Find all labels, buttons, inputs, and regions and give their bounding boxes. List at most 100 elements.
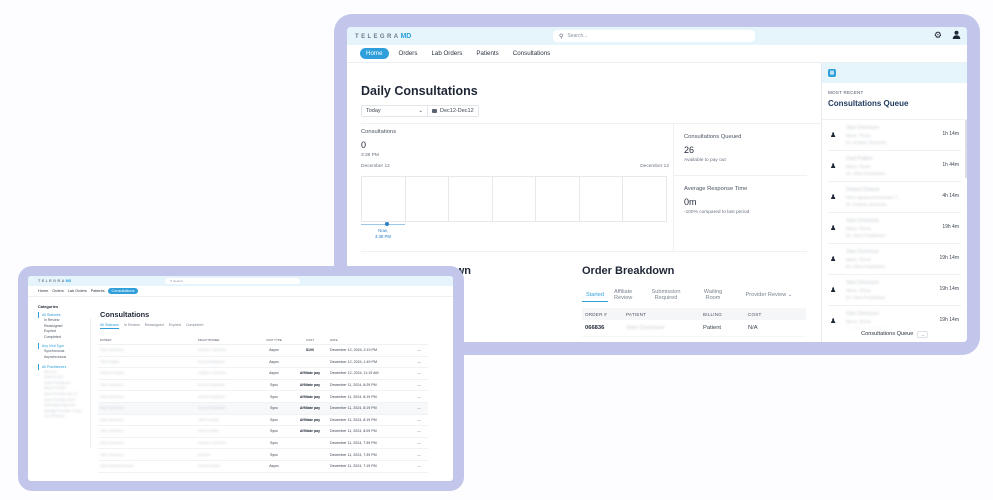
tab-completed[interactable]: Completed — [185, 323, 204, 327]
filter-in-review[interactable]: In Review — [44, 318, 60, 322]
tab-all-statuses[interactable]: All Statuses — [100, 323, 119, 329]
view-queue-link[interactable]: Consultations Queue → — [822, 326, 967, 342]
more-icon[interactable]: — — [417, 452, 421, 457]
table-row[interactable]: Stan Dorrisson Lilla Provider Sync Affiliat… — [98, 426, 428, 438]
table-row[interactable]: Stan Dorrisson Kristine Clements Async $100… — [98, 345, 428, 357]
tab-affiliate-review[interactable]: Affiliate Review — [614, 288, 633, 302]
user-icon[interactable] — [952, 30, 961, 41]
filter-practitioner[interactable]: Alma Provider — [44, 386, 66, 391]
nav-lab-orders[interactable]: Lab Orders — [67, 289, 87, 293]
more-icon[interactable]: — — [417, 464, 421, 469]
nav-orders[interactable]: Orders — [398, 50, 418, 57]
person-icon: ♟ — [830, 256, 837, 263]
consultations-chart-card: Consultations 0 3:38 PM December 12 Dece… — [361, 129, 669, 249]
consultations-chart[interactable] — [361, 176, 667, 222]
nav-home[interactable]: Home — [360, 48, 389, 59]
tab-in-review[interactable]: In Review — [123, 323, 140, 327]
filter-completed[interactable]: Completed — [44, 334, 61, 339]
tab-provider-review-dropdown[interactable]: Provider Review ⌄ — [745, 291, 793, 298]
page-title: Daily Consultations — [361, 84, 478, 98]
table-row[interactable]: Stan Dorrisson Lilla Provider Sync Affiliat… — [98, 415, 428, 427]
filter-expired[interactable]: Expired — [44, 329, 56, 334]
filter-practitioner[interactable]: Manage Provider Group — [44, 408, 82, 413]
filter-all-statuses[interactable]: All Statuses — [38, 312, 90, 318]
more-icon[interactable]: — — [417, 394, 421, 399]
tab-started[interactable]: Started — [582, 292, 608, 302]
nav-consultations[interactable]: Consultations — [108, 288, 138, 294]
more-icon[interactable]: — — [417, 348, 421, 353]
queue-item[interactable]: ♟ Stan Dorrisson Mens, Tirzea Dr. Alma P… — [828, 213, 961, 244]
nav-consultations[interactable]: Consultations — [512, 50, 551, 57]
categories-sidebar: Categories All Statuses In Review Reassi… — [38, 304, 90, 481]
filter-all-practitioners[interactable]: All Practitioners — [38, 363, 90, 370]
tab-waiting-room[interactable]: Waiting Room — [703, 288, 723, 302]
range-select[interactable]: Today ⌄ — [362, 106, 428, 116]
queue-list: ♟ Stan Dorrisson Mens, Tirzea Dr. Kristi… — [822, 120, 967, 337]
nav-orders[interactable]: Orders — [52, 289, 64, 293]
search-input[interactable]: ⚲ Search... — [165, 278, 300, 284]
date-range-picker[interactable]: Dec12-Dec12 — [428, 106, 478, 116]
status-tabs: All Statuses In Review Reassigned Expire… — [100, 323, 203, 329]
main-nav: Home Orders Lab Orders Patients Consulta… — [28, 286, 453, 297]
nav-patients[interactable]: Patients — [90, 289, 105, 293]
queued-stat: Consultations Queued 26 Available to pay… — [684, 134, 742, 163]
queue-app-icon[interactable]: ▦ — [828, 69, 836, 77]
sidebar-scrollbar[interactable] — [90, 318, 91, 448]
person-icon: ♟ — [830, 194, 837, 201]
queue-item[interactable]: ♟ Doland Doland Hims advanced hormone T.… — [828, 182, 961, 213]
more-icon[interactable]: — — [417, 383, 421, 388]
dashboard-frame: TELEGRAMD ⚲ Search... ⚙ Home Orders Lab O… — [334, 14, 980, 355]
table-row[interactable]: Stan Dorrisson Alma Practitioner Sync Affil… — [98, 391, 428, 403]
filter-any-visit-type[interactable]: Any Visit Type — [38, 343, 90, 350]
top-bar: TELEGRAMD ⚲ Search... — [28, 276, 453, 286]
queue-item[interactable]: ♟ Stan Dorrisson Mens, Tirzea Dr. Kristi… — [828, 120, 961, 151]
filter-practitioner[interactable]: Alma Dr Dr3 — [44, 375, 64, 380]
search-input[interactable]: ⚲ Search... — [553, 30, 755, 42]
filter-practitioner[interactable]: Alma Practitioner — [44, 380, 71, 385]
tab-submission-required[interactable]: Submission Required — [651, 288, 681, 302]
more-icon[interactable]: — — [417, 371, 421, 376]
person-icon: ♟ — [830, 225, 837, 232]
table-row[interactable]: Stan Dorrisson Alma Practitioner Sync Affil… — [98, 380, 428, 392]
table-row[interactable]: Doland Doland Kristine Clements Async Affil… — [98, 368, 428, 380]
divider — [361, 251, 807, 252]
queue-scrollbar[interactable] — [965, 120, 967, 178]
nav-patients[interactable]: Patients — [476, 50, 499, 57]
filter-practitioner[interactable]: Automated Approver — [44, 403, 76, 408]
filter-practitioner[interactable]: Alma Provider Dr3S — [44, 397, 75, 402]
more-icon[interactable]: — — [417, 441, 421, 446]
logo[interactable]: TELEGRAMD — [38, 279, 72, 283]
filter-synchronous[interactable]: Synchronous — [44, 349, 65, 354]
more-icon[interactable]: — — [417, 359, 421, 364]
queue-item[interactable]: ♟ Stan Dorrisson Mens, Tirzea Dr. Alma P… — [828, 275, 961, 306]
more-icon[interactable]: — — [417, 417, 421, 422]
more-icon[interactable]: — — [417, 429, 421, 434]
table-row[interactable]: Stan Dorrisson Alma Dr Sync December 11, 20… — [98, 449, 428, 461]
arrow-right-icon: → — [917, 330, 928, 338]
table-row[interactable]: Vlad Pattlen Alma Practitioner Async Decemb… — [98, 357, 428, 369]
queue-item[interactable]: ♟ Stan Dorrisson Mens, Tirzea Dr. Alma P… — [828, 244, 961, 275]
table-row[interactable]: Lilla Blakelandertinne Alma Provider Async… — [98, 461, 428, 473]
gear-icon[interactable]: ⚙ — [933, 30, 942, 40]
chart-start-date: December 12 — [361, 164, 390, 169]
chart-now-point[interactable] — [385, 222, 389, 226]
tab-expired[interactable]: Expired — [168, 323, 181, 327]
logo[interactable]: TELEGRAMD — [355, 32, 412, 40]
nav-home[interactable]: Home — [38, 289, 49, 293]
search-icon: ⚲ — [559, 33, 564, 40]
more-icon[interactable]: — — [417, 406, 421, 411]
nav-lab-orders[interactable]: Lab Orders — [431, 50, 463, 57]
table-row[interactable]: Stan Dorrisson Alma Practitioner Sync Affil… — [98, 402, 428, 415]
filter-asynchronous[interactable]: Asynchronous — [44, 354, 67, 359]
filter-practitioner[interactable]: Alma Provider Dr3 Tx — [44, 391, 78, 396]
filter-practitioner[interactable]: Jan Shrestha — [44, 414, 65, 419]
date-filter: Today ⌄ Dec12-Dec12 — [361, 105, 479, 117]
queue-item[interactable]: ♟ Vlad Pattlen Mens, Tizeia Dr. Alma Pra… — [828, 151, 961, 182]
table-row[interactable]: Stan Dorrisson Kristine Clements Sync Decem… — [98, 438, 428, 450]
consultations-frame: TELEGRAMD ⚲ Search... Home Orders Lab Or… — [18, 266, 464, 491]
tab-reassigned[interactable]: Reassigned — [144, 323, 164, 327]
person-icon: ♟ — [830, 132, 837, 139]
filter-reassigned[interactable]: Reassigned — [44, 323, 63, 328]
filter-practitioner[interactable]: Alma Dr — [44, 369, 57, 374]
